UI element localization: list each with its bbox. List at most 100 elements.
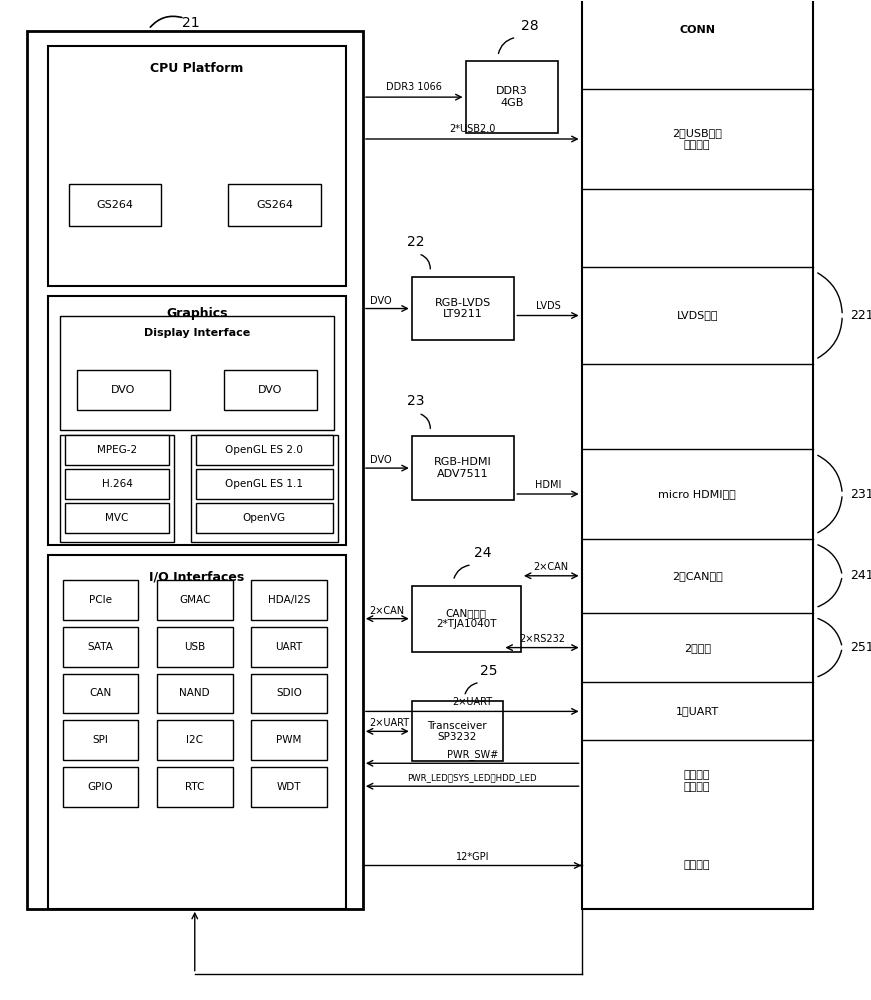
Text: LVDS: LVDS: [536, 301, 560, 311]
Text: MPEG-2: MPEG-2: [97, 445, 137, 455]
Text: UART: UART: [275, 642, 302, 652]
Text: 2*USB2.0: 2*USB2.0: [449, 124, 496, 134]
FancyBboxPatch shape: [412, 436, 514, 500]
Text: WDT: WDT: [277, 782, 301, 792]
FancyBboxPatch shape: [77, 370, 170, 410]
Text: RGB-HDMI
ADV7511: RGB-HDMI ADV7511: [434, 457, 492, 479]
FancyBboxPatch shape: [251, 720, 327, 760]
Text: DVO: DVO: [369, 455, 391, 465]
FancyBboxPatch shape: [251, 580, 327, 620]
Text: Transceiver
SP3232: Transceiver SP3232: [428, 721, 487, 742]
Text: 2×CAN: 2×CAN: [534, 562, 569, 572]
Text: DDR3
4GB: DDR3 4GB: [496, 86, 528, 108]
FancyBboxPatch shape: [251, 674, 327, 713]
FancyBboxPatch shape: [60, 316, 334, 430]
FancyBboxPatch shape: [157, 767, 233, 807]
Text: PWR_SW#: PWR_SW#: [447, 749, 498, 760]
FancyBboxPatch shape: [582, 0, 813, 909]
FancyBboxPatch shape: [196, 435, 333, 465]
FancyBboxPatch shape: [63, 767, 138, 807]
FancyBboxPatch shape: [27, 31, 363, 909]
Text: RTC: RTC: [186, 782, 205, 792]
FancyBboxPatch shape: [412, 277, 514, 340]
Text: 241: 241: [850, 569, 871, 582]
Text: 2×UART: 2×UART: [369, 718, 409, 728]
Text: HDA/I2S: HDA/I2S: [267, 595, 310, 605]
FancyBboxPatch shape: [65, 503, 169, 533]
FancyBboxPatch shape: [48, 555, 346, 909]
Text: OpenGL ES 1.1: OpenGL ES 1.1: [225, 479, 303, 489]
Text: Graphics: Graphics: [166, 307, 227, 320]
Text: 24: 24: [474, 546, 491, 560]
FancyBboxPatch shape: [157, 627, 233, 667]
FancyBboxPatch shape: [63, 674, 138, 713]
Text: DVO: DVO: [259, 385, 282, 395]
Text: DVO: DVO: [369, 296, 391, 306]
FancyBboxPatch shape: [65, 469, 169, 499]
FancyBboxPatch shape: [412, 586, 521, 652]
Text: 电源按键
及指示灯: 电源按键 及指示灯: [684, 770, 711, 792]
Text: OpenVG: OpenVG: [243, 513, 286, 523]
Text: 2×CAN: 2×CAN: [369, 606, 405, 616]
Text: USB: USB: [184, 642, 206, 652]
Text: 2路串口: 2路串口: [684, 643, 711, 653]
FancyBboxPatch shape: [196, 469, 333, 499]
Text: 功能按键: 功能按键: [684, 860, 711, 870]
FancyBboxPatch shape: [196, 503, 333, 533]
Text: NAND: NAND: [179, 688, 210, 698]
Text: OpenGL ES 2.0: OpenGL ES 2.0: [226, 445, 303, 455]
FancyBboxPatch shape: [48, 296, 346, 545]
FancyBboxPatch shape: [157, 720, 233, 760]
Text: DDR3 1066: DDR3 1066: [387, 82, 442, 92]
Text: GS264: GS264: [256, 200, 294, 210]
Text: LVDS接口: LVDS接口: [677, 311, 718, 321]
Text: SATA: SATA: [88, 642, 113, 652]
Text: 28: 28: [522, 19, 539, 33]
Text: 2个USB接口
底座接口: 2个USB接口 底座接口: [672, 128, 722, 150]
FancyBboxPatch shape: [157, 580, 233, 620]
Text: 2路CAN接口: 2路CAN接口: [672, 571, 723, 581]
Text: PCIe: PCIe: [89, 595, 112, 605]
Text: micro HDMI接口: micro HDMI接口: [658, 489, 736, 499]
Text: I2C: I2C: [186, 735, 203, 745]
Text: SDIO: SDIO: [276, 688, 302, 698]
Text: Display Interface: Display Interface: [144, 328, 250, 338]
Text: 23: 23: [407, 394, 425, 408]
Text: H.264: H.264: [102, 479, 132, 489]
Text: 21: 21: [182, 16, 199, 30]
FancyBboxPatch shape: [63, 580, 138, 620]
FancyBboxPatch shape: [69, 184, 161, 226]
FancyBboxPatch shape: [60, 435, 173, 542]
Text: CAN: CAN: [90, 688, 111, 698]
FancyBboxPatch shape: [48, 46, 346, 286]
Text: GPIO: GPIO: [88, 782, 113, 792]
Text: 221: 221: [850, 309, 871, 322]
Text: 2×RS232: 2×RS232: [519, 634, 565, 644]
Text: MVC: MVC: [105, 513, 129, 523]
Text: CONN: CONN: [679, 25, 715, 35]
Text: 1路UART: 1路UART: [676, 706, 719, 716]
Text: 22: 22: [407, 235, 425, 249]
Text: DVO: DVO: [111, 385, 136, 395]
FancyBboxPatch shape: [224, 370, 317, 410]
FancyBboxPatch shape: [157, 674, 233, 713]
FancyBboxPatch shape: [465, 61, 558, 133]
Text: CAN收发器
2*TJA1040T: CAN收发器 2*TJA1040T: [436, 608, 496, 629]
Text: GS264: GS264: [97, 200, 133, 210]
FancyBboxPatch shape: [412, 701, 503, 761]
FancyBboxPatch shape: [251, 627, 327, 667]
Text: PWM: PWM: [276, 735, 301, 745]
Text: 231: 231: [850, 488, 871, 501]
Text: RGB-LVDS
LT9211: RGB-LVDS LT9211: [435, 298, 491, 319]
Text: CPU Platform: CPU Platform: [150, 62, 244, 75]
FancyBboxPatch shape: [191, 435, 338, 542]
Text: I/O Interfaces: I/O Interfaces: [149, 570, 245, 583]
Text: SPI: SPI: [92, 735, 109, 745]
Text: HDMI: HDMI: [535, 480, 561, 490]
Text: 251: 251: [850, 641, 871, 654]
FancyBboxPatch shape: [228, 184, 321, 226]
FancyBboxPatch shape: [63, 627, 138, 667]
Text: GMAC: GMAC: [179, 595, 211, 605]
FancyBboxPatch shape: [251, 767, 327, 807]
Text: 12*GPI: 12*GPI: [456, 852, 489, 862]
